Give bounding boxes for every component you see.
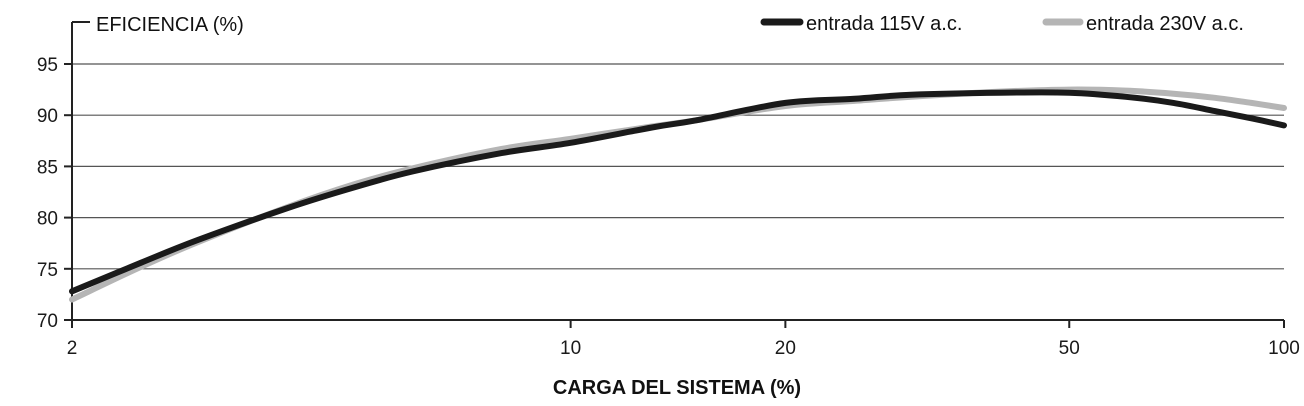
legend-label-115v: entrada 115V a.c. — [806, 13, 962, 35]
x-tick-label-10: 10 — [560, 338, 581, 359]
y-tick-label-70: 70 — [37, 311, 58, 332]
x-tick-label-20: 20 — [775, 338, 796, 359]
y-tick-label-95: 95 — [37, 55, 58, 76]
y-tick-labels: 70 75 80 85 90 95 — [37, 55, 72, 332]
series-line-115v — [69, 89, 1287, 295]
x-tick-label-2: 2 — [67, 338, 78, 359]
legend-label-230v: entrada 230V a.c. — [1086, 13, 1244, 35]
y-tick-label-75: 75 — [37, 260, 58, 281]
x-tick-label-50: 50 — [1059, 338, 1080, 359]
x-tick-label-100: 100 — [1268, 338, 1300, 359]
y-tick-label-80: 80 — [37, 209, 58, 230]
grid-lines — [72, 63, 1284, 270]
y-tick-label-85: 85 — [37, 157, 58, 178]
series-lines — [69, 86, 1287, 303]
axes — [71, 21, 1284, 321]
y-axis-title: EFICIENCIA (%) — [96, 14, 244, 36]
x-tick-labels: 2 10 20 50 100 — [67, 320, 1300, 359]
y-tick-label-90: 90 — [37, 106, 58, 127]
legend: entrada 115V a.c. entrada 230V a.c. — [760, 13, 1244, 35]
x-axis-title: CARGA DEL SISTEMA (%) — [553, 377, 801, 399]
